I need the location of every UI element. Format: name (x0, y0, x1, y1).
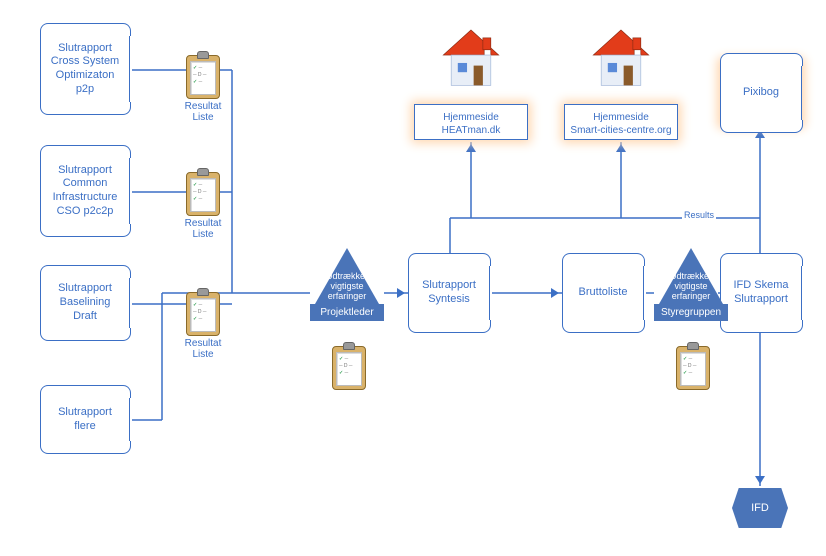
scroll-label: IFD Skema Slutrapport (727, 279, 795, 307)
process-triangle-projektleder: Udtrækker vigtigste erfaringer Projektle… (310, 248, 384, 321)
scroll-bruttoliste: Bruttoliste (562, 260, 644, 326)
link-url: Smart-cities-centre.org (569, 124, 673, 137)
scroll-label: Slutrapport Cross System Optimizaton p2p (47, 42, 123, 97)
scroll-label: Slutrapport Common Infrastructure CSO p2… (47, 164, 123, 219)
clipboard-label: Resultat Liste (179, 218, 227, 240)
clipboard-icon: ✓ ── D ─✓ ─ (186, 172, 220, 216)
scroll-label: Slutrapport flere (47, 406, 123, 434)
scroll-report-4: Slutrapport flere (40, 392, 130, 447)
triangle-text: Udtrækker vigtigste erfaringer (659, 272, 723, 302)
homepage-heatman[interactable]: Hjemmeside HEATman.dk (414, 104, 528, 140)
triangle-label: Styregruppen (654, 303, 728, 321)
scroll-ifd-skema: IFD Skema Slutrapport (720, 260, 802, 326)
clipboard-icon: ✓ ── D ─✓ ─ (332, 346, 366, 390)
edge-label-results: Results (682, 210, 716, 220)
link-title: Hjemmeside (419, 111, 523, 124)
scroll-label: Bruttoliste (579, 286, 628, 300)
clipboard-label: Resultat Liste (179, 101, 227, 123)
link-url: HEATman.dk (419, 124, 523, 137)
scroll-label: Slutrapport Syntesis (415, 279, 483, 307)
scroll-report-3: Slutrapport Baselining Draft (40, 272, 130, 334)
triangle-label: Projektleder (310, 303, 384, 321)
scroll-report-2: Slutrapport Common Infrastructure CSO p2… (40, 152, 130, 230)
homepage-smartcities[interactable]: Hjemmeside Smart-cities-centre.org (564, 104, 678, 140)
scroll-report-1: Slutrapport Cross System Optimizaton p2p (40, 30, 130, 108)
triangle-text: Udtrækker vigtigste erfaringer (315, 272, 379, 302)
clipboard-icon: ✓ ── D ─✓ ─ (186, 292, 220, 336)
scroll-label: Pixibog (743, 86, 779, 100)
process-triangle-styregruppen: Udtrækker vigtigste erfaringer Styregrup… (654, 248, 728, 321)
clipboard-icon: ✓ ── D ─✓ ─ (676, 346, 710, 390)
clipboard-icon: ✓ ── D ─✓ ─ (186, 55, 220, 99)
scroll-label: Slutrapport Baselining Draft (47, 282, 123, 323)
scroll-pixibog: Pixibog (720, 60, 802, 126)
clipboard-label: Resultat Liste (179, 338, 227, 360)
scroll-syntesis: Slutrapport Syntesis (408, 260, 490, 326)
house-icon (588, 26, 654, 92)
link-title: Hjemmeside (569, 111, 673, 124)
ifd-hexagon: IFD (732, 488, 788, 528)
hexagon-label: IFD (751, 502, 769, 514)
house-icon (438, 26, 504, 92)
